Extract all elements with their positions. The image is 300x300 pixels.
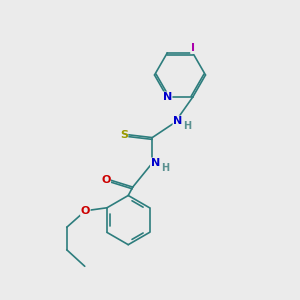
Text: N: N [163, 92, 172, 102]
Text: O: O [101, 175, 110, 184]
Text: H: H [161, 163, 169, 172]
Text: I: I [191, 44, 195, 53]
Text: N: N [173, 116, 182, 126]
Text: O: O [81, 206, 90, 216]
Text: N: N [151, 158, 160, 168]
Text: H: H [183, 121, 191, 130]
Text: S: S [120, 130, 128, 140]
